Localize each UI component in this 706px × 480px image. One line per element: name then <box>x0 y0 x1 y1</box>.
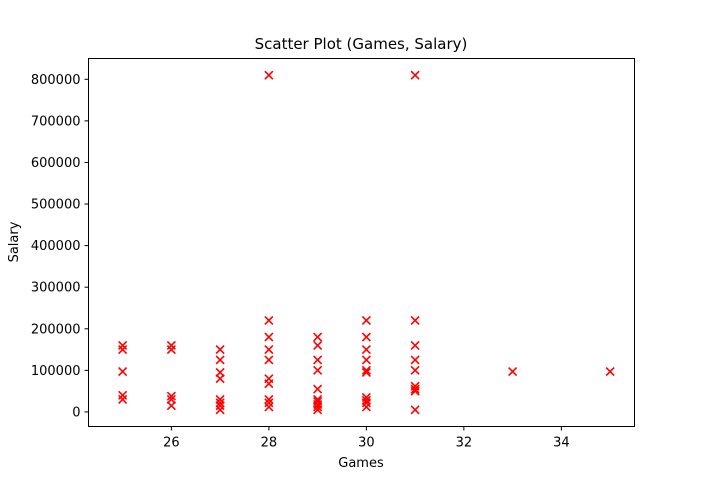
data-point <box>264 332 274 342</box>
data-point <box>215 398 225 408</box>
data-point <box>118 390 128 400</box>
data-point <box>215 345 225 355</box>
data-point <box>410 384 420 394</box>
data-point <box>361 355 371 365</box>
data-point <box>605 367 615 377</box>
data-point <box>166 340 176 350</box>
y-tick-label: 600000 <box>31 156 81 171</box>
data-point <box>264 345 274 355</box>
x-tick-label: 32 <box>456 436 473 451</box>
data-point <box>313 332 323 342</box>
data-point <box>361 315 371 326</box>
data-point <box>118 394 128 405</box>
data-point <box>166 345 176 355</box>
y-tick-label: 500000 <box>31 198 81 213</box>
data-point <box>410 405 420 415</box>
data-point <box>361 402 371 412</box>
y-tick-label: 400000 <box>31 239 81 254</box>
y-axis-ticks: 0 100000 200000 300000 400000 500000 600000 700… <box>31 73 89 420</box>
data-point <box>313 340 323 350</box>
data-point <box>410 340 420 350</box>
y-tick-label: 300000 <box>31 281 81 296</box>
data-point <box>313 402 323 412</box>
data-point <box>410 355 420 365</box>
data-point <box>264 315 274 326</box>
x-tick-label: 30 <box>358 436 375 451</box>
y-tick-label: 0 <box>72 405 80 420</box>
x-tick-label: 28 <box>261 436 278 451</box>
y-tick-label: 100000 <box>31 364 81 379</box>
data-point <box>264 398 274 408</box>
data-point <box>264 402 274 412</box>
data-point <box>361 395 371 405</box>
x-tick-label: 34 <box>553 436 570 451</box>
data-point <box>118 345 128 355</box>
data-point <box>361 398 371 408</box>
data-point <box>313 405 323 415</box>
data-point <box>215 405 225 415</box>
data-point <box>410 315 420 326</box>
data-point <box>361 367 371 378</box>
data-point <box>166 391 176 401</box>
data-point <box>166 401 176 411</box>
data-point <box>313 365 323 375</box>
data-point <box>361 365 371 375</box>
plot-frame <box>88 58 635 427</box>
data-point <box>410 70 420 80</box>
data-point <box>264 70 274 80</box>
data-point <box>361 332 371 342</box>
y-tick-label: 700000 <box>31 114 81 129</box>
data-point <box>215 401 225 411</box>
data-point <box>361 345 371 355</box>
data-point <box>410 386 420 396</box>
data-point <box>215 374 225 384</box>
data-point <box>410 365 420 375</box>
data-point <box>313 355 323 365</box>
x-axis-ticks: 26 28 30 32 34 <box>163 426 570 451</box>
data-points <box>118 70 615 415</box>
data-point <box>264 379 274 389</box>
data-point <box>508 367 518 377</box>
y-axis-label: Salary <box>7 221 22 262</box>
chart-title: Scatter Plot (Games, Salary) <box>255 35 468 53</box>
y-tick-label: 800000 <box>31 73 81 88</box>
data-point <box>215 355 225 365</box>
y-tick-label: 200000 <box>31 322 81 337</box>
data-point <box>264 394 274 405</box>
data-point <box>264 355 274 365</box>
x-tick-label: 26 <box>163 436 180 451</box>
data-point <box>313 384 323 394</box>
x-axis-label: Games <box>338 456 384 471</box>
data-point <box>118 367 128 377</box>
data-point <box>118 340 128 350</box>
